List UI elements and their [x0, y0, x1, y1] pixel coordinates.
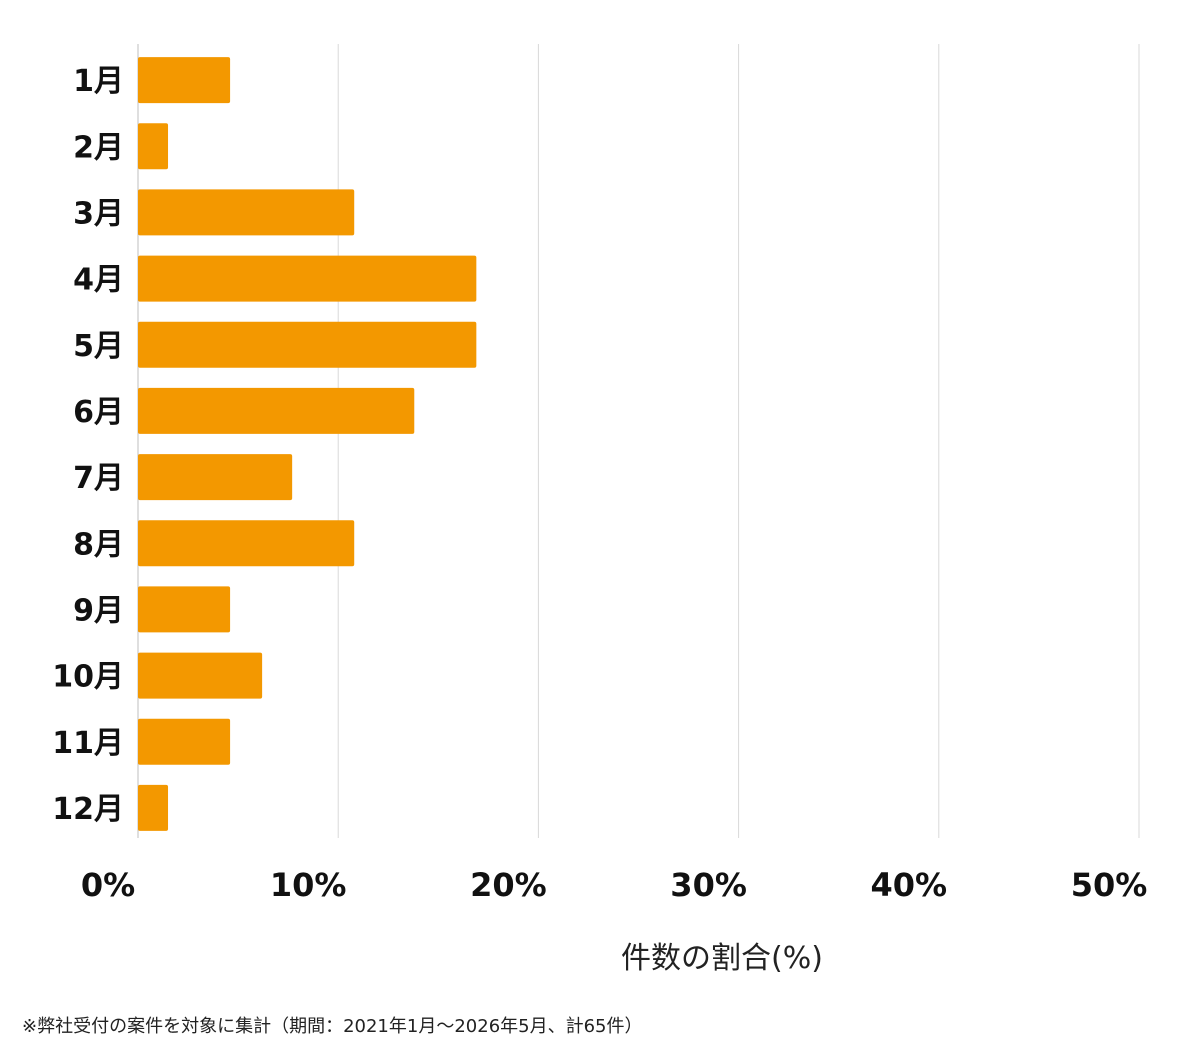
category-label: 7月: [73, 461, 124, 496]
bars: [138, 57, 477, 831]
x-tick-label: 0%: [81, 866, 135, 904]
x-tick-label: 50%: [1071, 866, 1148, 904]
x-tick-label: 10%: [270, 866, 347, 904]
bar-7: [138, 454, 293, 501]
bar-2: [138, 123, 169, 170]
footnote: ※弊社受付の案件を対象に集計（期間：2021年1月〜2026年5月、計65件）: [22, 1016, 643, 1037]
category-label: 5月: [73, 329, 124, 364]
bar-3: [138, 189, 355, 236]
bar-9: [138, 586, 231, 633]
x-axis-title: 件数の割合(%): [621, 941, 823, 976]
bar-12: [138, 784, 169, 831]
category-label: 10月: [52, 660, 124, 695]
category-label: 9月: [73, 593, 124, 628]
bar-1: [138, 57, 231, 104]
gridlines: [137, 44, 1140, 838]
category-label: 4月: [73, 263, 124, 298]
x-tick-labels: 0% 10% 20% 30% 40% 50%: [81, 866, 1147, 904]
bar-11: [138, 718, 231, 765]
category-label: 2月: [73, 130, 124, 165]
category-labels: 1月 2月 3月 4月 5月 6月 7月 8月 9月 10月 11月 12月: [52, 64, 124, 827]
category-label: 12月: [52, 792, 124, 827]
x-tick-label: 20%: [470, 866, 547, 904]
category-label: 11月: [52, 726, 124, 761]
category-label: 1月: [73, 64, 124, 99]
category-label: 3月: [73, 196, 124, 231]
bar-6: [138, 387, 415, 434]
x-tick-label: 40%: [871, 866, 948, 904]
bar-10: [138, 652, 263, 699]
bar-4: [138, 255, 477, 302]
bar-5: [138, 321, 477, 368]
x-tick-label: 30%: [670, 866, 747, 904]
category-label: 6月: [73, 395, 124, 430]
bar-8: [138, 520, 355, 567]
category-label: 8月: [73, 527, 124, 562]
